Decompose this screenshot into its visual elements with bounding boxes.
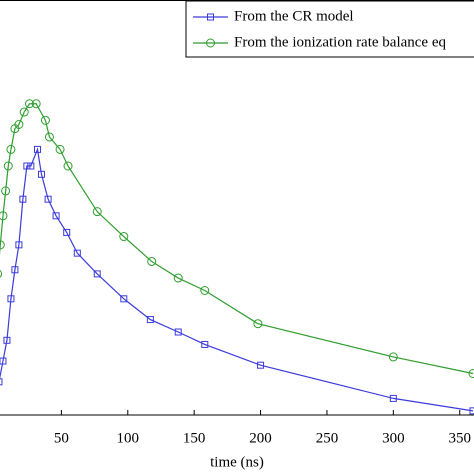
x-tick-label: 350 (448, 430, 471, 446)
x-tick-label: 200 (249, 430, 272, 446)
marker (44, 195, 52, 203)
legend-box (185, 0, 474, 58)
marker (469, 407, 474, 415)
marker (37, 170, 45, 178)
marker (19, 107, 29, 117)
marker (19, 195, 27, 203)
marker (173, 273, 183, 283)
marker (0, 270, 3, 278)
x-tick-label: 250 (316, 430, 339, 446)
series-line (0, 147, 474, 412)
marker (27, 162, 35, 170)
marker (200, 286, 210, 295)
marker (257, 361, 265, 369)
marker (0, 240, 5, 250)
marker (40, 115, 50, 125)
x-tick-label: 150 (183, 430, 206, 446)
legend-marker (206, 38, 215, 48)
marker (55, 144, 65, 154)
marker (174, 328, 182, 336)
marker (468, 369, 474, 378)
marker (120, 295, 128, 303)
marker (119, 232, 129, 242)
marker (25, 99, 35, 109)
marker (388, 352, 398, 362)
marker (389, 394, 397, 402)
marker (73, 249, 81, 257)
marker (92, 207, 102, 217)
legend-label: From the ionization rate balance eq (234, 34, 446, 50)
marker (0, 211, 8, 221)
legend-label: From the CR model (234, 8, 354, 24)
marker (1, 186, 11, 196)
marker (146, 316, 154, 324)
x-tick-label: 300 (382, 430, 405, 446)
marker (63, 161, 73, 171)
marker (7, 295, 15, 303)
x-axis-label: time (ns) (210, 454, 264, 470)
marker (0, 357, 7, 365)
x-tick-label: 100 (117, 430, 140, 446)
marker (11, 266, 19, 274)
marker (3, 161, 13, 171)
marker (6, 144, 16, 154)
marker (44, 132, 54, 142)
marker (3, 336, 11, 344)
marker (147, 256, 157, 266)
marker (93, 270, 101, 278)
marker (33, 145, 41, 153)
marker (201, 340, 209, 348)
marker (23, 162, 31, 170)
marker (15, 241, 23, 249)
marker (253, 319, 263, 329)
marker (31, 99, 41, 109)
marker (52, 212, 60, 220)
series-line (0, 103, 474, 375)
legend-marker (207, 13, 214, 21)
legend: From the CR model From the ionization rat… (185, 0, 474, 58)
marker (14, 120, 24, 129)
x-tick-label: 50 (54, 430, 69, 446)
marker (0, 378, 3, 386)
marker (63, 228, 71, 236)
